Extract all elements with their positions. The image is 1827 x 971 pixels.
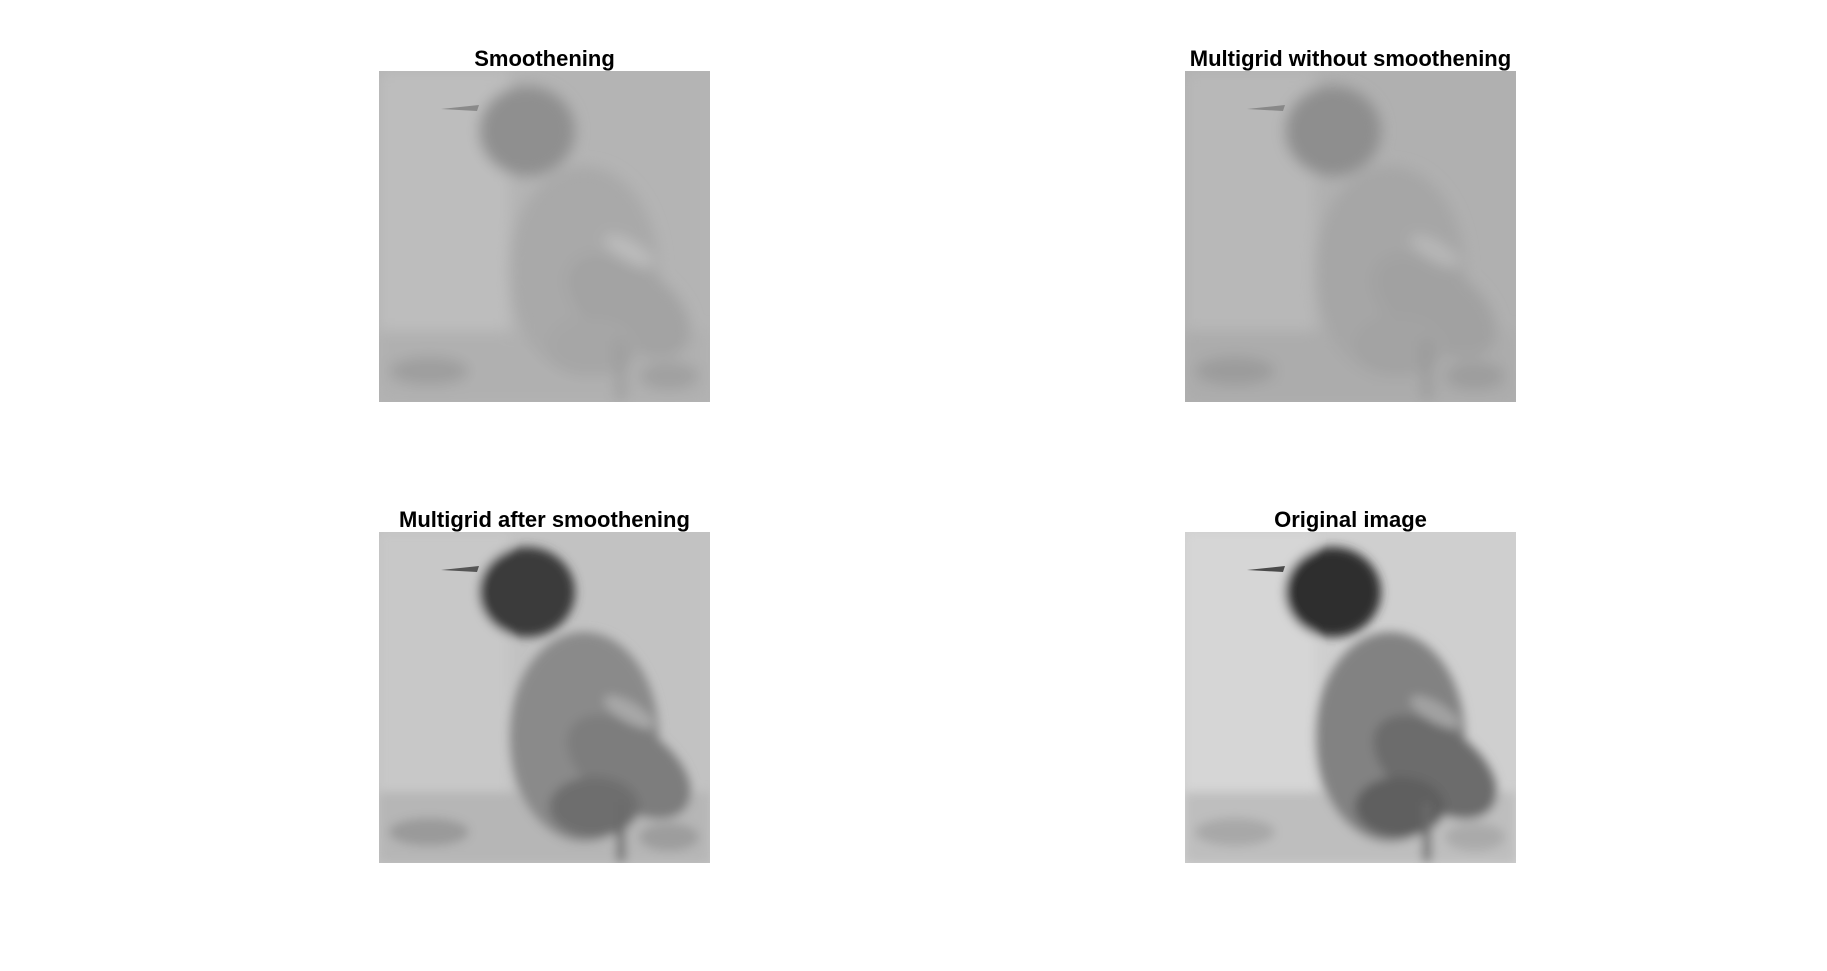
bird-image-original: [1185, 532, 1516, 863]
panel-smoothening: Smoothening: [379, 46, 710, 402]
panel-multigrid-after-smoothening: Multigrid after smoothening: [379, 507, 710, 863]
panel-title-smoothening: Smoothening: [474, 46, 615, 71]
panel-multigrid-without-smoothening: Multigrid without smoothening: [1185, 46, 1516, 402]
bird-image-multigrid-after-smoothening: [379, 532, 710, 863]
bird-image-multigrid-without-smoothening: [1185, 71, 1516, 402]
panel-title-multigrid-without-smoothening: Multigrid without smoothening: [1189, 46, 1512, 71]
panel-original-image: Original image: [1185, 507, 1516, 863]
panel-title-multigrid-after-smoothening: Multigrid after smoothening: [399, 507, 690, 532]
bird-image-smoothening: [379, 71, 710, 402]
panel-title-original-image: Original image: [1274, 507, 1427, 532]
